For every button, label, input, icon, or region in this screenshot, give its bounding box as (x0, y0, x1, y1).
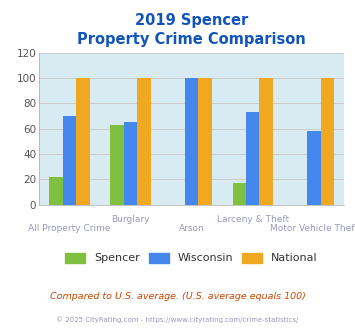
Title: 2019 Spencer
Property Crime Comparison: 2019 Spencer Property Crime Comparison (77, 13, 306, 48)
Bar (198, 78, 212, 205)
Bar (260, 78, 273, 205)
Text: Arson: Arson (179, 224, 204, 233)
Bar (124, 122, 137, 205)
Bar (110, 125, 124, 205)
Bar (76, 78, 90, 205)
Bar (321, 78, 334, 205)
Bar (49, 177, 63, 205)
Bar (63, 116, 76, 205)
Bar (137, 78, 151, 205)
Legend: Spencer, Wisconsin, National: Spencer, Wisconsin, National (65, 253, 318, 263)
Text: All Property Crime: All Property Crime (28, 224, 111, 233)
Text: © 2025 CityRating.com - https://www.cityrating.com/crime-statistics/: © 2025 CityRating.com - https://www.city… (56, 317, 299, 323)
Text: Larceny & Theft: Larceny & Theft (217, 215, 289, 224)
Bar (185, 78, 198, 205)
Text: Compared to U.S. average. (U.S. average equals 100): Compared to U.S. average. (U.S. average … (50, 292, 305, 301)
Bar (233, 183, 246, 205)
Bar (307, 131, 321, 205)
Text: Motor Vehicle Theft: Motor Vehicle Theft (270, 224, 355, 233)
Bar (246, 112, 260, 205)
Text: Burglary: Burglary (111, 215, 150, 224)
